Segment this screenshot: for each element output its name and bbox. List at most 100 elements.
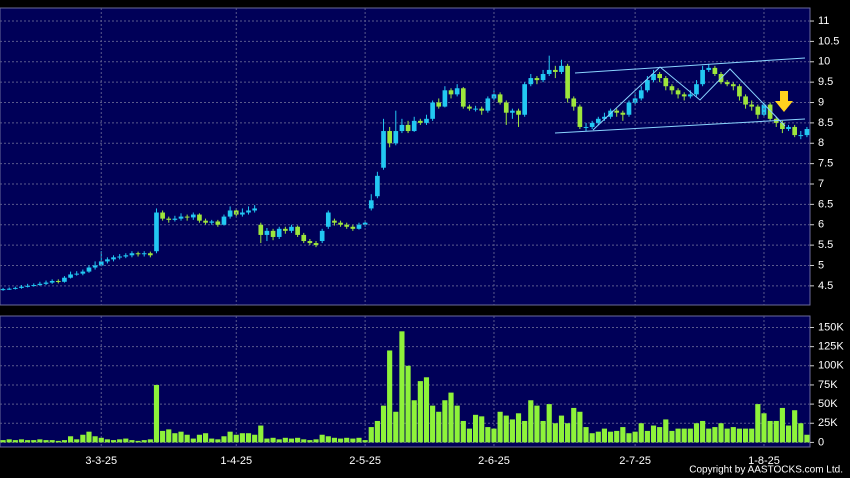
candle-body [0, 289, 6, 291]
volume-bar [681, 428, 687, 443]
candle-body [681, 94, 687, 97]
candle-body [534, 78, 540, 81]
volume-bar [245, 433, 252, 443]
volume-bar [503, 415, 509, 443]
candle-body [645, 80, 650, 91]
candle-body [197, 214, 202, 221]
volume-bar [325, 436, 331, 443]
y-tick-label: 7.5 [818, 158, 833, 170]
y-tick-label: 125K [818, 341, 844, 353]
volume-bar [552, 423, 558, 443]
y-tick-label: 75K [818, 379, 838, 391]
volume-bar [25, 440, 31, 443]
candle-body [117, 256, 122, 258]
candle-body [418, 120, 423, 123]
volume-bar [528, 400, 534, 443]
volume-bar [61, 440, 68, 443]
candle-body [749, 104, 755, 107]
candle-body [184, 216, 190, 218]
candle-body [510, 110, 515, 113]
candle-body [577, 106, 583, 127]
volume-bar [614, 430, 620, 443]
candle-body [638, 90, 644, 99]
y-tick-label: 4.5 [818, 280, 833, 292]
candle-body [86, 267, 92, 272]
candle-body [700, 69, 705, 85]
candle-body [49, 280, 55, 283]
volume-bar [693, 423, 700, 443]
candle-body [424, 118, 429, 123]
price-panel [0, 7, 811, 306]
volume-bar [202, 433, 209, 443]
volume-bar [792, 410, 798, 443]
volume-bar [742, 428, 749, 443]
volume-bar [393, 411, 399, 443]
candle-body [393, 131, 399, 144]
volume-bar [98, 437, 104, 443]
candle-body [6, 288, 12, 290]
y-tick-label: 8 [818, 137, 824, 149]
candle-body [209, 221, 215, 223]
candle-body [307, 241, 313, 244]
volume-bar [37, 439, 43, 443]
volume-bar [546, 404, 552, 443]
candle-body [55, 280, 61, 282]
volume-bar [460, 420, 466, 443]
volume-bar [620, 427, 626, 443]
volume-bar [252, 434, 258, 443]
volume-bar [565, 423, 571, 443]
volume-bar [430, 405, 436, 443]
y-tick-label: 6.5 [818, 198, 833, 210]
volume-bar [141, 440, 147, 443]
volume-bar [239, 433, 245, 443]
volume-bar [417, 381, 423, 443]
candle-body [786, 126, 791, 129]
candle-body [80, 271, 86, 274]
candle-body [436, 102, 442, 107]
volume-bar [755, 404, 761, 443]
candle-body [43, 282, 49, 284]
annotations [554, 57, 806, 134]
candle-body [405, 124, 411, 132]
volume-bar [264, 438, 270, 443]
candle-body [344, 224, 350, 227]
volume-bar [571, 407, 577, 443]
volume-bar [12, 440, 18, 443]
candle-body [25, 285, 30, 287]
volume-bar [80, 434, 86, 443]
volume-bar [344, 437, 350, 443]
candle-body [246, 210, 251, 213]
candle-body [19, 286, 24, 288]
candle-body [240, 212, 245, 215]
volume-bar [773, 420, 779, 443]
volume-bar [31, 440, 37, 443]
candle-body [264, 230, 270, 235]
volume-bar [276, 439, 282, 443]
volume-bar [411, 400, 417, 443]
candle-body [135, 253, 141, 255]
volume-bar [767, 420, 773, 443]
candle-body [448, 90, 454, 95]
volume-bar [0, 440, 6, 443]
candle-body [767, 104, 773, 119]
volume-bar [233, 434, 239, 443]
volume-panel [0, 315, 811, 448]
candle-body [442, 90, 448, 107]
y-tick-label: 10.5 [818, 35, 839, 47]
candle-body [31, 285, 37, 287]
candle-body [669, 86, 675, 91]
volume-bar [466, 428, 473, 443]
volume-bar [166, 429, 172, 443]
volume-bar [86, 431, 92, 443]
volume-bar [380, 405, 387, 443]
volume-bar [638, 423, 644, 443]
candle-body [626, 102, 632, 115]
y-tick-label: 0 [818, 436, 824, 448]
candle-body [319, 230, 325, 242]
volume-bar [387, 350, 393, 443]
volume-bar [184, 434, 190, 443]
volume-bar [779, 407, 785, 443]
candle-body [688, 94, 693, 97]
candle-body [399, 124, 405, 132]
candle-body [356, 224, 362, 229]
